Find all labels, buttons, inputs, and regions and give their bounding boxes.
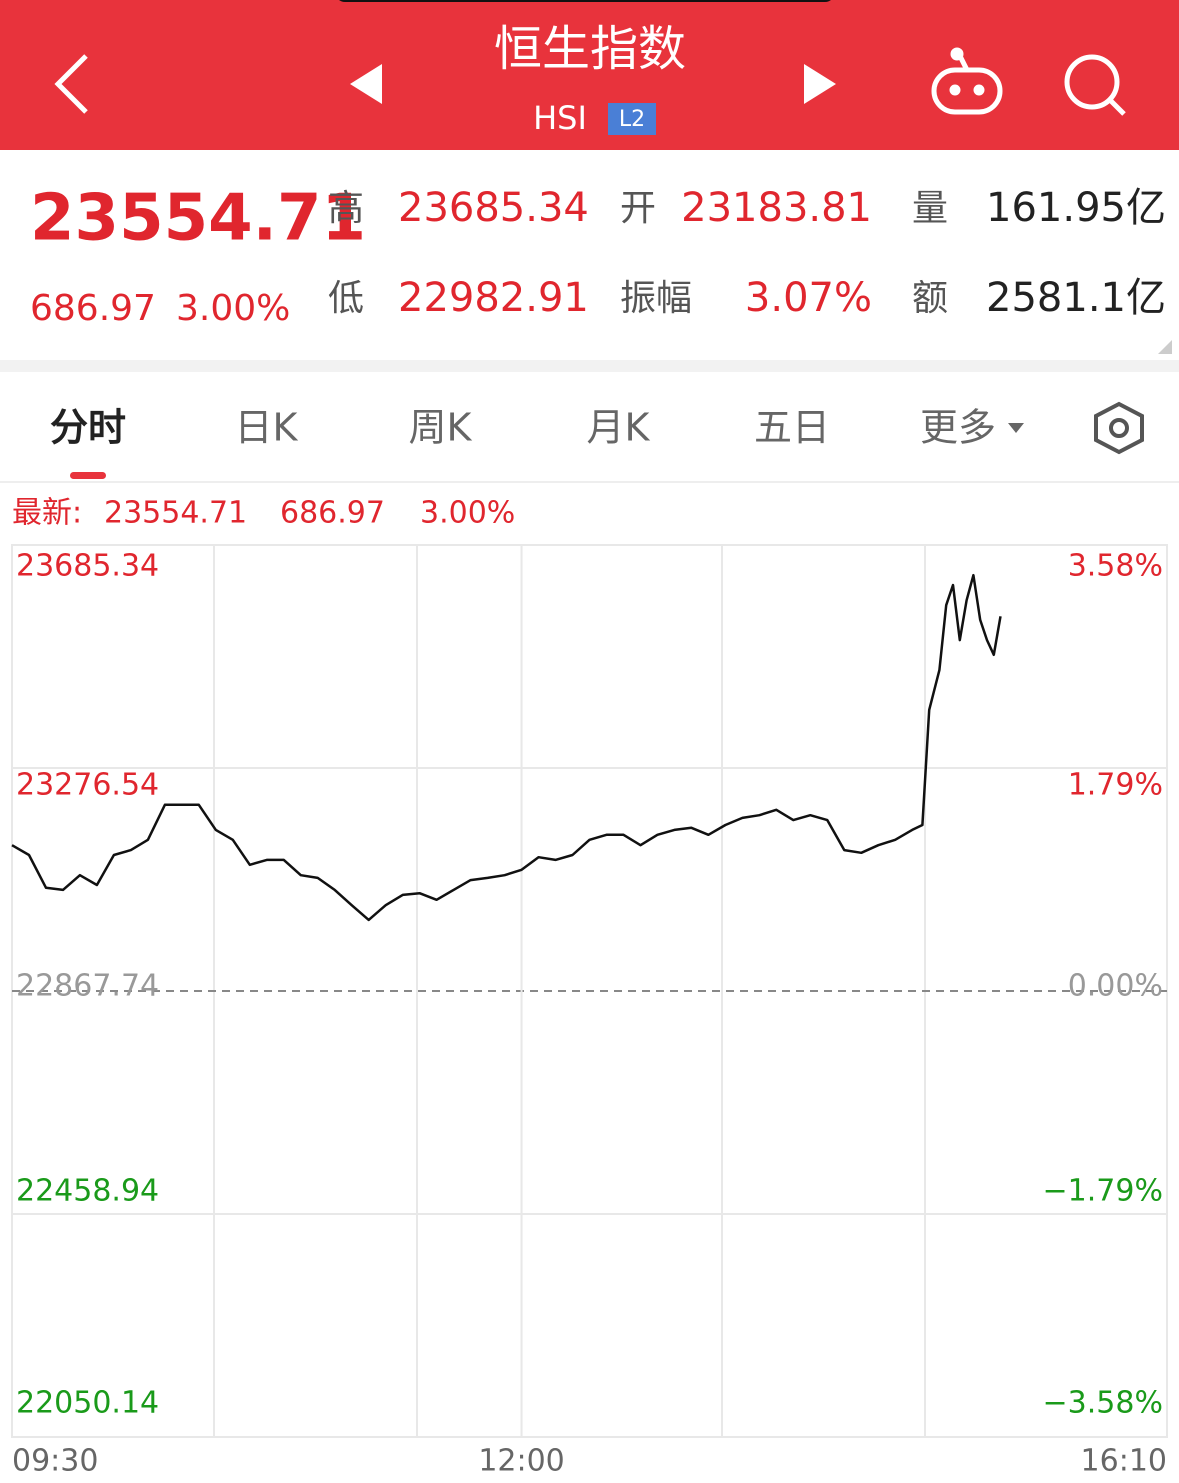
tab[interactable]: 五日 — [754, 406, 830, 450]
back-button[interactable] — [54, 54, 88, 114]
status-notch — [339, 0, 831, 2]
top-bar — [0, 0, 1179, 150]
settings-icon[interactable] — [1094, 401, 1144, 455]
y-tick-label: 23685.34 — [16, 549, 159, 584]
change-pct: 3.00% — [176, 288, 290, 329]
tab[interactable]: 分时 — [50, 406, 126, 450]
price-line — [11, 573, 1002, 922]
prev-button[interactable] — [350, 64, 382, 104]
stat-label: 额 — [912, 278, 948, 319]
next-button[interactable] — [804, 64, 836, 104]
robot-icon[interactable] — [931, 47, 1003, 115]
settings-dot — [1109, 418, 1129, 438]
corner — [1158, 340, 1172, 354]
y2-tick-label: 0.00% — [1068, 969, 1163, 1004]
x-tick-label: 16:10 — [1081, 1444, 1167, 1479]
y-tick-label: 23276.54 — [16, 768, 159, 803]
y2-tick-label: 3.58% — [1068, 549, 1163, 584]
stat-value: 23183.81 — [681, 185, 872, 231]
stat-label: 低 — [328, 278, 364, 319]
tab[interactable]: 更多 — [920, 406, 996, 450]
latest-price: 23554.71 — [104, 496, 247, 531]
y-tick-label: 22050.14 — [16, 1386, 159, 1421]
latest-change: 686.97 — [280, 496, 385, 531]
y-tick-label: 22867.74 — [16, 969, 159, 1004]
y2-tick-label: −3.58% — [1043, 1386, 1163, 1421]
tab[interactable]: 周K — [409, 406, 473, 450]
badge-bg — [608, 103, 656, 135]
tab-indicator — [70, 472, 106, 479]
x-tick-label: 12:00 — [478, 1444, 564, 1479]
badge: L2 — [619, 107, 645, 132]
price: 23554.71 — [30, 182, 366, 256]
y2-tick-label: −1.79% — [1043, 1174, 1163, 1209]
stat-label: 量 — [912, 188, 948, 229]
separator — [0, 360, 1179, 372]
stat-label: 振幅 — [620, 278, 692, 319]
more-caret — [1008, 423, 1024, 433]
change: 686.97 — [30, 288, 156, 329]
stat-value: 23685.34 — [398, 185, 589, 231]
tab[interactable]: 日K — [235, 406, 299, 450]
stat-value: 2581.1亿 — [986, 275, 1166, 321]
stat-label: 开 — [620, 188, 656, 229]
title: 恒生指数 — [494, 21, 686, 77]
stat-value: 22982.91 — [398, 275, 589, 321]
y2-tick-label: 1.79% — [1068, 768, 1163, 803]
latest-label: 最新: — [12, 496, 82, 531]
tab[interactable]: 月K — [587, 406, 651, 450]
x-tick-label: 09:30 — [12, 1444, 98, 1479]
y-tick-label: 22458.94 — [16, 1174, 159, 1209]
code: HSI — [533, 99, 587, 137]
search-icon[interactable] — [1064, 54, 1126, 116]
stat-label: 高 — [328, 188, 364, 229]
stat-value: 161.95亿 — [986, 185, 1166, 231]
latest-pct: 3.00% — [420, 496, 515, 531]
stat-value: 3.07% — [745, 275, 872, 321]
